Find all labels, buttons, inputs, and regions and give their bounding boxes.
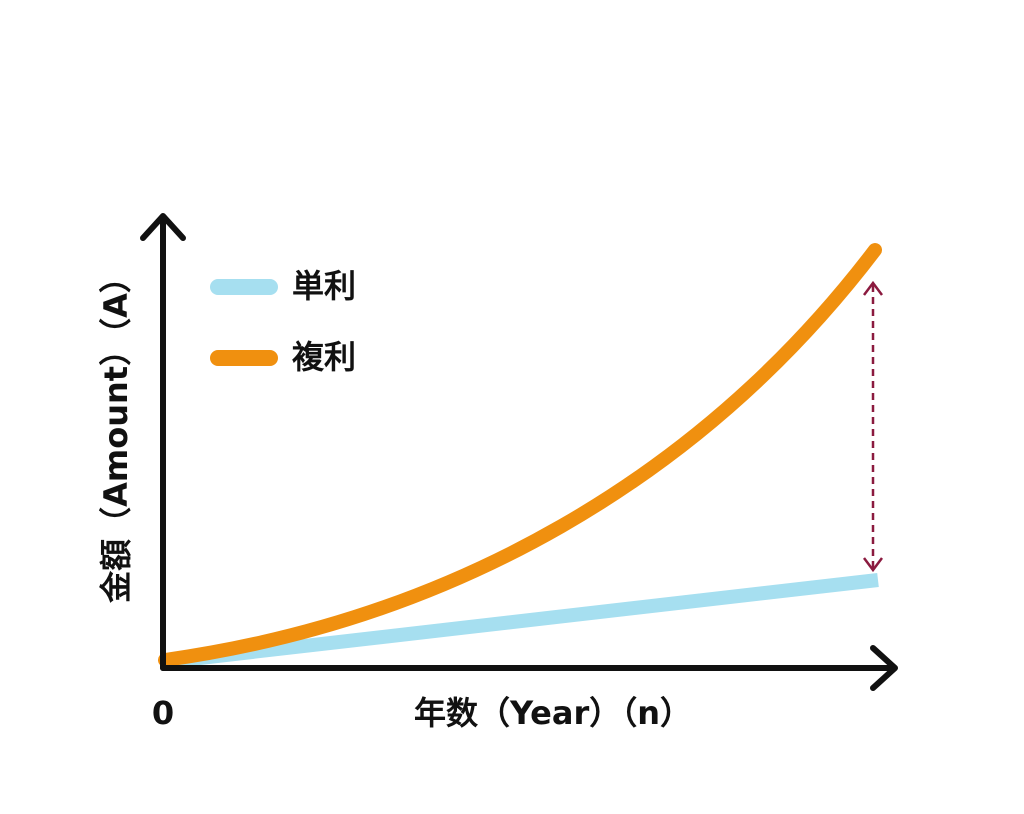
compound-interest-curve: [158, 243, 882, 667]
axes: [140, 213, 898, 691]
x-axis-label: 年数（Year）（n）: [414, 694, 692, 732]
difference-arrow: [863, 280, 883, 573]
simple-interest-line: [164, 573, 879, 669]
legend-label-simple: 単利: [292, 267, 356, 305]
legend-label-compound: 複利: [292, 338, 356, 376]
origin-label: 0: [152, 694, 174, 732]
y-axis-label: 金額（Amount）（A）: [97, 261, 135, 604]
